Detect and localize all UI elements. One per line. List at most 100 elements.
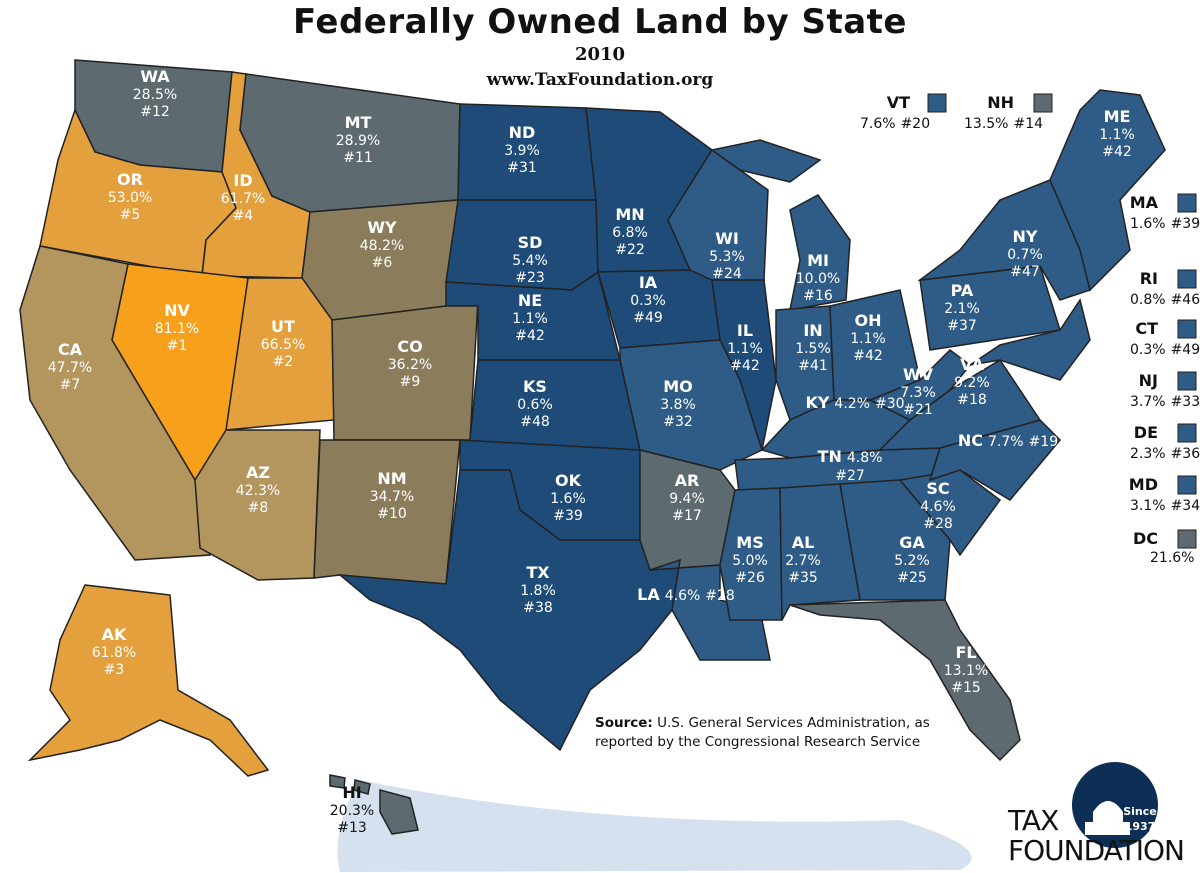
state-rank: #42 (853, 348, 883, 364)
state-rank: #42 (515, 328, 545, 344)
ocean-shadow (337, 780, 972, 872)
state-rank: #30 (875, 396, 905, 412)
state-abbr: WA (140, 67, 170, 86)
small-state-rank: #46 (1171, 292, 1200, 308)
state-shape-mi-up (710, 139, 822, 183)
state-rank: #4 (233, 208, 254, 224)
small-state-value: 1.6% #39 (1130, 216, 1200, 232)
state-value: 5.0% (732, 553, 768, 569)
state-value: 48.2% (360, 238, 404, 254)
state-abbr: KY (805, 393, 829, 412)
small-state-value: 13.5% #14 (964, 116, 1043, 132)
state-rank: #39 (553, 508, 583, 524)
state-rank: #11 (343, 150, 373, 166)
state-value: 1.1% (850, 331, 886, 347)
small-state-rank: #20 (901, 116, 931, 132)
state-rank: #23 (515, 270, 545, 286)
state-rank: #1 (167, 338, 188, 354)
small-state-rank: #33 (1171, 394, 1200, 410)
small-state-swatch-nh (1033, 93, 1053, 113)
state-value: 5.2% (894, 553, 930, 569)
map-url: www.TaxFoundation.org (486, 70, 714, 90)
state-abbr: PA (951, 281, 974, 300)
state-abbr: ID (233, 171, 252, 190)
state-shape-tx (337, 469, 681, 752)
state-rank: #2 (273, 354, 294, 370)
state-value: 4.8% (847, 450, 883, 466)
state-shape-ia (597, 269, 721, 349)
state-value: 36.2% (388, 357, 432, 373)
state-value: 0.6% (517, 397, 553, 413)
state-rank: #48 (520, 414, 550, 430)
state-value: 61.8% (92, 645, 136, 661)
state-shape-az (194, 429, 321, 581)
state-abbr: TX (526, 563, 550, 582)
state-rank: #35 (788, 570, 818, 586)
state-abbr: MO (663, 377, 693, 396)
small-state-rank: #34 (1171, 498, 1200, 514)
state-shape-hi (379, 789, 419, 835)
state-abbr: MI (807, 251, 829, 270)
state-value: 7.7% (988, 434, 1024, 450)
state-value: 13.1% (944, 663, 988, 679)
state-abbr: AR (675, 471, 700, 490)
state-abbr: SD (518, 233, 543, 252)
state-value: 1.5% (795, 341, 831, 357)
state-shape-new-england (1049, 89, 1166, 292)
small-state-percent: 0.8% (1130, 292, 1166, 308)
small-state-abbr: CT (1135, 319, 1158, 338)
state-abbr: TN (818, 447, 842, 466)
small-state-abbr: MD (1129, 475, 1158, 494)
source-label: Source: (595, 715, 653, 731)
state-rank: #6 (372, 255, 393, 271)
state-abbr: AL (792, 533, 815, 552)
state-value: 9.4% (669, 491, 705, 507)
state-abbr: AK (102, 625, 127, 644)
state-shape-ga (839, 479, 951, 601)
state-value: 10.0% (796, 271, 840, 287)
state-shape-la (649, 558, 771, 661)
state-value: 28.9% (336, 133, 380, 149)
state-abbr: WY (367, 218, 397, 237)
state-shape-ms (719, 487, 783, 621)
state-label-ky: KY 4.2% #30 (805, 393, 904, 412)
state-rank: #31 (507, 160, 537, 176)
state-abbr: OK (555, 471, 582, 490)
small-state-value: 21.6% (1150, 550, 1194, 566)
small-state-swatch-dc (1177, 529, 1197, 549)
state-abbr: GA (899, 533, 925, 552)
map-year: 2010 (574, 44, 626, 65)
state-abbr: IL (737, 321, 753, 340)
small-state-abbr: MA (1130, 193, 1159, 212)
small-state-percent: 3.7% (1130, 394, 1166, 410)
map-title: Federally Owned Land by State (293, 2, 907, 42)
logo-word-foundation: FOUNDATION (1008, 834, 1185, 867)
state-value: 7.3% (900, 385, 936, 401)
state-abbr: ND (509, 123, 536, 142)
state-abbr: LA (637, 585, 660, 604)
state-abbr: MN (615, 205, 644, 224)
state-abbr: SC (926, 479, 949, 498)
small-state-percent: 13.5% (964, 116, 1008, 132)
state-value: 5.3% (709, 249, 745, 265)
state-abbr: NY (1013, 227, 1038, 246)
state-value: 1.8% (520, 583, 556, 599)
small-state-abbr: VT (887, 93, 910, 112)
state-abbr: OR (117, 170, 143, 189)
state-rank: #38 (523, 600, 553, 616)
state-shape-md-de-nj (969, 298, 1091, 381)
capitol-icon (1085, 801, 1130, 835)
small-state-swatch-ri (1177, 269, 1197, 289)
small-state-swatch-vt (927, 93, 947, 113)
state-rank: #19 (1029, 434, 1059, 450)
small-state-percent: 0.3% (1130, 342, 1166, 358)
state-value: 1.1% (727, 341, 763, 357)
small-state-swatch-de (1177, 423, 1197, 443)
source-note: Source: U.S. General Services Administra… (595, 714, 975, 752)
small-state-swatch-nj (1177, 371, 1197, 391)
source-text: U.S. General Services Administration, as… (595, 715, 930, 750)
state-rank: #12 (140, 104, 170, 120)
